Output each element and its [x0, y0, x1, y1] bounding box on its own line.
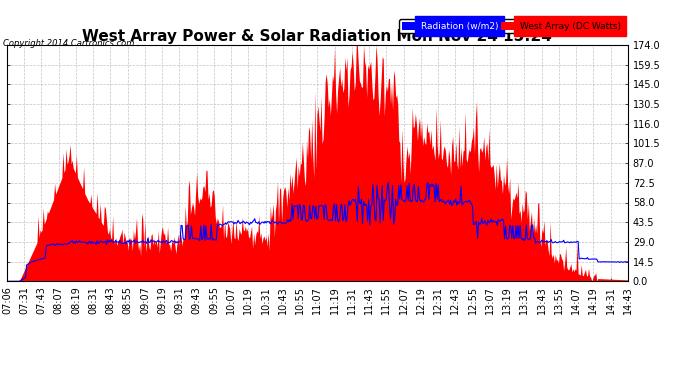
Legend: Radiation (w/m2), West Array (DC Watts): Radiation (w/m2), West Array (DC Watts) — [399, 19, 623, 33]
Title: West Array Power & Solar Radiation Mon Nov 24 15:24: West Array Power & Solar Radiation Mon N… — [83, 29, 552, 44]
Text: Copyright 2014 Cartronics.com: Copyright 2014 Cartronics.com — [3, 39, 135, 48]
